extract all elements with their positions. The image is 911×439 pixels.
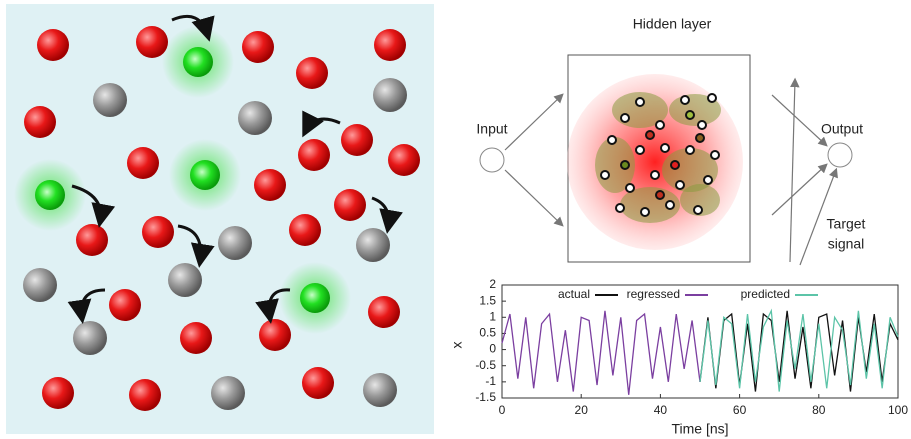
target-label: signal xyxy=(828,236,865,252)
legend-label: regressed xyxy=(627,287,680,301)
x-tick-label: 60 xyxy=(733,403,747,417)
y-axis-label: x xyxy=(449,342,465,349)
y-tick-label: -0.5 xyxy=(475,358,496,372)
particle-panel xyxy=(6,4,434,434)
y-tick-label: 1.5 xyxy=(479,293,496,307)
legend-label: actual xyxy=(558,287,590,301)
output-label: Output xyxy=(821,121,863,137)
x-tick-label: 80 xyxy=(812,403,826,417)
y-tick-label: -1.5 xyxy=(475,390,496,404)
x-tick-label: 40 xyxy=(654,403,668,417)
legend-label: predicted xyxy=(741,287,790,301)
input-label: Input xyxy=(476,121,507,137)
target-label: Target xyxy=(827,216,866,232)
y-tick-label: 0.5 xyxy=(479,326,496,340)
hidden-layer-title: Hidden layer xyxy=(633,16,712,32)
x-tick-label: 100 xyxy=(888,403,908,417)
y-tick-label: 1 xyxy=(489,309,496,323)
x-tick-label: 20 xyxy=(575,403,589,417)
y-tick-label: 0 xyxy=(489,342,496,356)
figure: Hidden layer Input Output Target signal xyxy=(0,0,911,439)
series-line xyxy=(502,311,700,395)
y-tick-label: 2 xyxy=(489,277,496,291)
x-tick-label: 0 xyxy=(499,403,506,417)
reservoir-diagram: Hidden layer Input Output Target signal xyxy=(476,16,865,265)
y-tick-label: -1 xyxy=(485,374,496,388)
x-axis-label: Time [ns] xyxy=(671,421,728,437)
